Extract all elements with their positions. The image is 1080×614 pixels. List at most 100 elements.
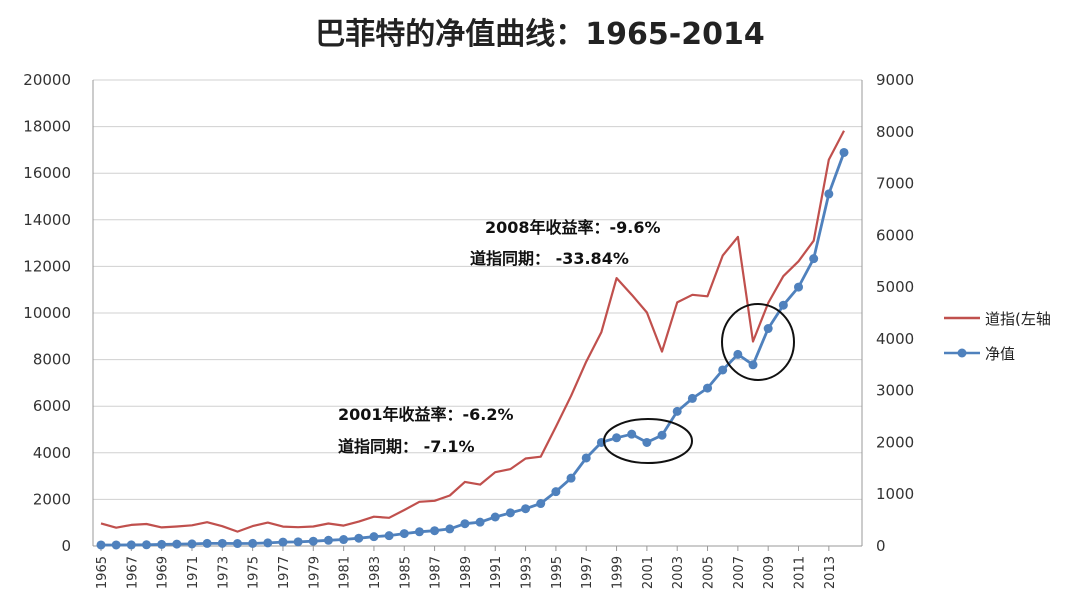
x-tick-label: 2007: [732, 556, 747, 589]
series-point-nav: [794, 282, 804, 292]
right-tick-label: 3000: [876, 382, 914, 400]
series-point-nav: [430, 526, 440, 536]
x-tick-label: 2013: [823, 556, 838, 589]
left-tick-label: 16000: [23, 164, 71, 182]
series-point-nav: [718, 365, 728, 375]
series-point-nav: [111, 540, 121, 550]
x-tick-label: 1969: [156, 556, 171, 589]
series-point-nav: [475, 517, 485, 527]
x-tick-label: 1971: [186, 556, 201, 589]
x-tick-label: 1973: [216, 556, 231, 589]
series-point-nav: [672, 406, 682, 416]
x-tick-label: 1975: [247, 556, 262, 589]
series-point-nav: [126, 540, 136, 550]
series-point-nav: [157, 539, 167, 549]
right-tick-label: 8000: [876, 123, 914, 141]
right-tick-label: 1000: [876, 485, 914, 503]
series-point-nav: [536, 499, 546, 509]
series-point-nav: [369, 532, 379, 542]
series-point-nav: [505, 508, 515, 518]
left-tick-label: 12000: [23, 257, 71, 275]
series-point-nav: [217, 538, 227, 548]
grid: [93, 79, 862, 547]
series-point-nav: [642, 437, 652, 447]
series-point-nav: [339, 535, 349, 545]
annotation-2001-line-1: 2001年收益率：-6.2%: [338, 405, 514, 424]
series-point-nav: [172, 539, 182, 549]
annotation-2008-line-1: 2008年收益率：-9.6%: [485, 218, 661, 237]
right-tick-label: 5000: [876, 278, 914, 296]
series-point-nav: [566, 473, 576, 483]
series-point-nav: [627, 429, 637, 439]
series-point-nav: [763, 324, 773, 334]
series-point-nav: [778, 300, 788, 310]
series-point-nav: [657, 430, 667, 440]
x-tick-label: 1983: [368, 556, 383, 589]
series-point-nav: [399, 529, 409, 539]
series-point-nav: [445, 524, 455, 534]
annotation-2001: 2001年收益率：-6.2% 道指同期： -7.1%: [338, 405, 514, 456]
legend: 道指(左轴 净值: [944, 310, 1051, 363]
x-tick-label: 1965: [95, 556, 110, 589]
series-point-nav: [308, 536, 318, 546]
left-tick-label: 18000: [23, 118, 71, 136]
left-tick-label: 8000: [33, 351, 71, 369]
series-point-nav: [263, 538, 273, 548]
x-tick-label: 2003: [671, 556, 686, 589]
series-point-nav: [809, 254, 819, 264]
x-tick-label: 2009: [762, 556, 777, 589]
series-point-nav: [414, 527, 424, 537]
series-point-nav: [384, 531, 394, 541]
right-tick-label: 7000: [876, 175, 914, 193]
series-layer: [96, 130, 849, 550]
highlight-ellipse-2008: [721, 303, 795, 381]
x-tick-label: 1977: [277, 556, 292, 589]
x-tick-label: 1993: [520, 556, 535, 589]
left-tick-label: 0: [61, 537, 71, 555]
series-point-nav: [278, 537, 288, 547]
x-tick-label: 1991: [489, 556, 504, 589]
series-point-nav: [551, 487, 561, 497]
left-tick-label: 10000: [23, 304, 71, 322]
legend-label-dow: 道指(左轴: [985, 310, 1051, 328]
series-point-nav: [703, 383, 713, 393]
x-tick-label: 1985: [398, 556, 413, 589]
series-point-nav: [141, 540, 151, 550]
series-point-nav: [733, 349, 743, 359]
series-point-nav: [824, 189, 834, 199]
series-line-dow: [100, 130, 845, 533]
right-axis-ticks: 0 1000 2000 3000 4000 5000 6000 7000 8000 9000: [876, 71, 914, 555]
right-tick-label: 0: [876, 537, 886, 555]
legend-marker-nav: [957, 348, 967, 358]
x-tick-label: 2011: [793, 556, 808, 589]
series-point-nav: [232, 539, 242, 549]
highlight-ellipse-2001: [603, 418, 693, 464]
series-point-nav: [96, 540, 106, 550]
left-tick-label: 2000: [33, 490, 71, 508]
series-point-nav: [612, 433, 622, 443]
series-point-nav: [187, 539, 197, 549]
left-tick-label: 14000: [23, 211, 71, 229]
x-tick-label: 1989: [459, 556, 474, 589]
series-point-nav: [460, 519, 470, 529]
annotation-2008: 2008年收益率：-9.6% 道指同期： -33.84%: [470, 218, 661, 268]
left-tick-label: 20000: [23, 71, 71, 89]
x-tick-label: 1999: [611, 556, 626, 589]
series-point-nav: [687, 393, 697, 403]
x-tick-label: 1967: [125, 556, 140, 589]
x-tick-label: 2001: [641, 556, 656, 589]
series-point-nav: [202, 538, 212, 548]
series-point-nav: [248, 538, 258, 548]
series-point-nav: [748, 360, 758, 370]
series-point-nav: [354, 533, 364, 543]
series-point-nav: [490, 512, 500, 522]
x-tick-label: 1995: [550, 556, 565, 589]
left-tick-label: 6000: [33, 397, 71, 415]
right-tick-label: 9000: [876, 71, 914, 89]
series-point-nav: [839, 147, 849, 157]
right-tick-label: 6000: [876, 226, 914, 244]
chart-title: 巴菲特的净值曲线：1965-2014: [315, 17, 764, 52]
left-axis-ticks: 0 2000 4000 6000 8000 10000 12000 14000 16000 180…: [23, 71, 71, 555]
series-point-nav: [521, 504, 531, 514]
